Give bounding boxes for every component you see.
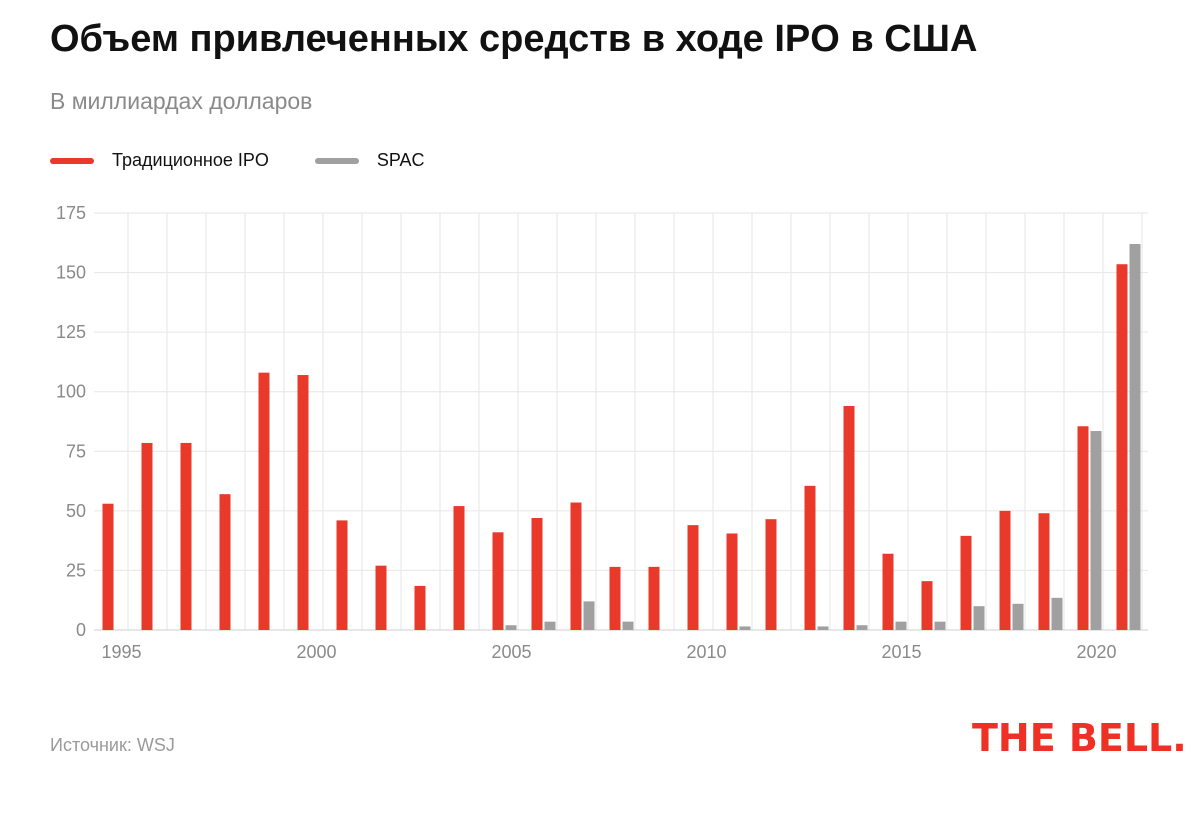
y-tick-label: 25 (66, 560, 86, 580)
bar-ipo (375, 565, 387, 630)
bar-spac (1129, 243, 1141, 630)
bar-ipo (1038, 513, 1050, 630)
bar-spac (817, 626, 829, 630)
bar-ipo (648, 566, 660, 630)
bar-spac (622, 621, 634, 630)
bar-ipo (570, 502, 582, 630)
legend-label-spac: SPAC (376, 150, 425, 170)
x-tick-label: 2010 (686, 642, 726, 662)
bar-ipo (843, 406, 855, 630)
bar-ipo (453, 506, 465, 630)
bar-ipo (258, 372, 270, 630)
bar-spac (973, 606, 985, 630)
x-tick-label: 1995 (101, 642, 141, 662)
bar-ipo (297, 375, 309, 630)
source-note: Источник: WSJ (50, 735, 175, 755)
bar-ipo (765, 519, 777, 630)
bar-ipo (1116, 264, 1128, 630)
bar-ipo (687, 525, 699, 630)
bar-spac (895, 621, 907, 630)
x-tick-label: 2005 (491, 642, 531, 662)
x-tick-label: 2000 (296, 642, 336, 662)
y-tick-label: 150 (56, 263, 86, 283)
bar-spac (1090, 431, 1102, 630)
legend-label-ipo: Традиционное IPO (112, 150, 269, 170)
bar-ipo (414, 585, 426, 630)
bar-spac (856, 625, 868, 630)
x-tick-label: 2015 (881, 642, 921, 662)
bar-ipo (219, 494, 231, 630)
chart-subtitle: В миллиардах долларов (50, 88, 313, 114)
bar-ipo (1077, 426, 1089, 630)
bar-ipo (336, 520, 348, 630)
bar-ipo (882, 553, 894, 630)
bar-ipo (492, 532, 504, 630)
legend: Традиционное IPO SPAC (50, 150, 471, 171)
legend-swatch-spac (314, 157, 359, 164)
bar-spac (1012, 603, 1024, 630)
bar-spac (739, 626, 751, 630)
bar-ipo (531, 518, 543, 630)
y-tick-label: 100 (56, 382, 86, 402)
legend-swatch-ipo (50, 157, 94, 164)
y-tick-label: 0 (76, 620, 86, 640)
y-tick-label: 125 (56, 322, 86, 342)
bar-spac (583, 601, 595, 630)
bar-spac (1051, 597, 1063, 630)
legend-item-ipo: Традиционное IPO (50, 150, 269, 171)
bar-ipo (141, 442, 153, 630)
brand-logo: THE BELL. (972, 716, 1187, 760)
bar-ipo (960, 535, 972, 630)
bar-spac (934, 621, 946, 630)
bar-spac (505, 625, 517, 630)
y-tick-label: 175 (56, 203, 86, 223)
x-tick-label: 2020 (1076, 642, 1116, 662)
bar-spac (544, 621, 556, 630)
y-tick-label: 50 (66, 501, 86, 521)
bar-ipo (921, 581, 933, 630)
legend-item-spac: SPAC (314, 150, 425, 171)
bar-ipo (726, 533, 738, 630)
chart-title: Объем привлеченных средств в ходе IPO в … (50, 18, 978, 60)
bar-ipo (609, 566, 621, 630)
bar-ipo (102, 503, 114, 630)
bar-ipo (999, 510, 1011, 630)
bar-ipo (804, 485, 816, 630)
y-tick-label: 75 (66, 441, 86, 461)
bar-ipo (180, 442, 192, 630)
